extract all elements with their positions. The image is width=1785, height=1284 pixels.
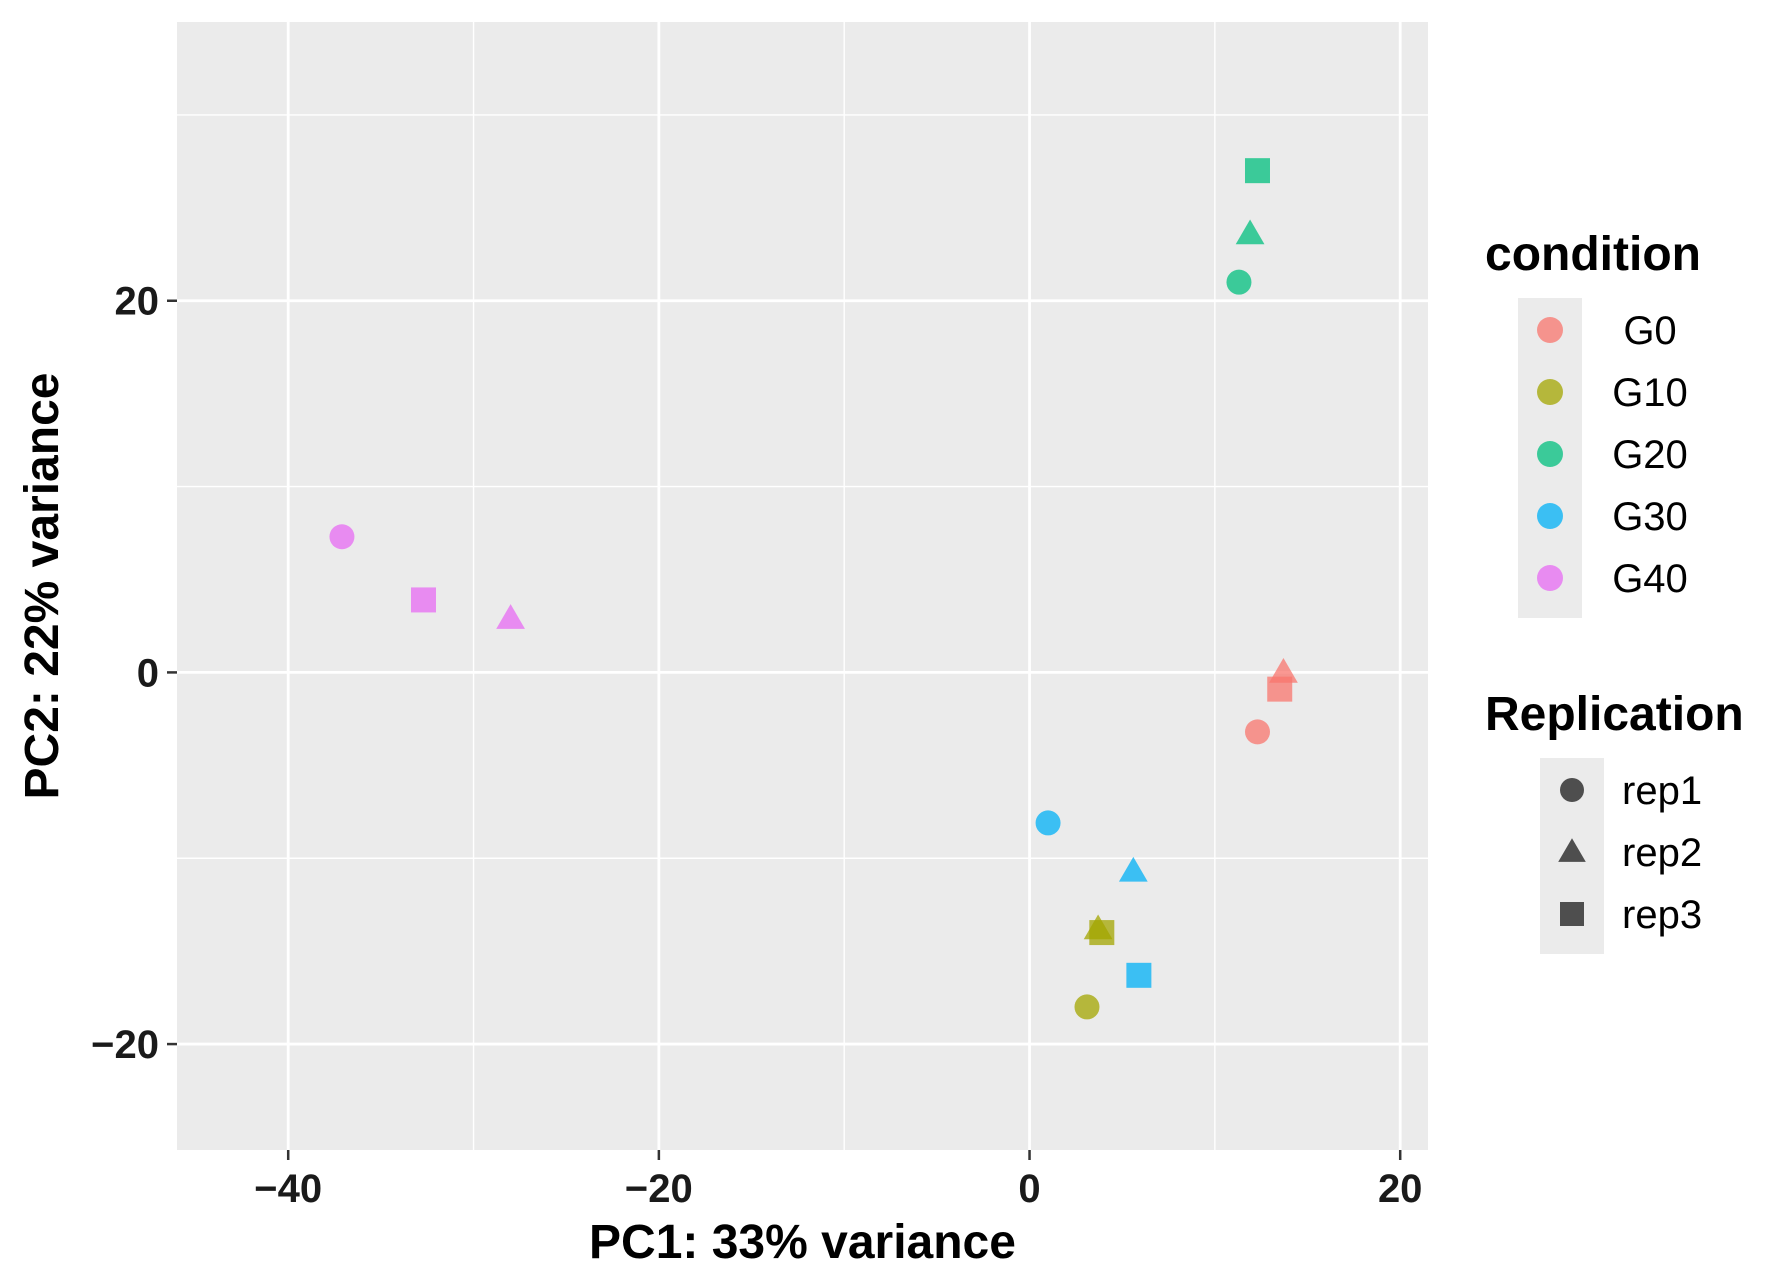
gridlines xyxy=(177,22,1428,1150)
legend-condition: condition G0 G10 G20 G30 G40 xyxy=(1485,228,1701,618)
point-g40-rep2 xyxy=(496,604,525,629)
point-g40-rep3 xyxy=(410,587,436,613)
legend-label-g40: G40 xyxy=(1612,557,1688,601)
legend-key-g40 xyxy=(1537,565,1563,591)
x-tick-label: −40 xyxy=(254,1167,322,1211)
axis-ticks: −40 −20 0 20 −20 0 20 xyxy=(91,280,1422,1211)
data-points xyxy=(329,158,1298,1020)
legend-label-g30: G30 xyxy=(1612,495,1688,539)
legend-label-g20: G20 xyxy=(1612,433,1688,477)
point-g40-rep1 xyxy=(329,524,355,550)
y-tick-label: −20 xyxy=(91,1023,159,1067)
x-tick-label: −20 xyxy=(625,1167,693,1211)
x-tick-label: 20 xyxy=(1378,1167,1423,1211)
plot-panel xyxy=(177,22,1428,1150)
legend-key-g0 xyxy=(1537,317,1563,343)
legend-key-g30 xyxy=(1537,503,1563,529)
legend-replication: Replication rep1 rep2 rep3 xyxy=(1485,688,1744,954)
point-g30-rep3 xyxy=(1126,962,1152,988)
x-tick-label: 0 xyxy=(1018,1167,1040,1211)
point-g20-rep3 xyxy=(1244,158,1270,184)
point-g30-rep1 xyxy=(1035,810,1061,836)
legend-key-rep3 xyxy=(1560,902,1584,926)
legend-replication-title: Replication xyxy=(1485,688,1744,741)
point-g0-rep2 xyxy=(1269,658,1298,683)
legend-key-g10 xyxy=(1537,379,1563,405)
point-g20-rep2 xyxy=(1235,219,1265,245)
point-g20-rep1 xyxy=(1226,269,1252,295)
legend-label-g10: G10 xyxy=(1612,371,1688,415)
point-g0-rep3 xyxy=(1267,676,1293,702)
y-axis-title: PC2: 22% variance xyxy=(16,373,69,800)
legend-label-rep2: rep2 xyxy=(1622,831,1702,875)
legend-key-g20 xyxy=(1537,441,1563,467)
point-g30-rep2 xyxy=(1118,856,1148,882)
legend-key-rep1 xyxy=(1560,778,1584,802)
point-g0-rep1 xyxy=(1244,719,1270,745)
legend-key-rep2 xyxy=(1558,838,1586,862)
legend-label-g0: G0 xyxy=(1623,309,1676,353)
legend-condition-title: condition xyxy=(1485,228,1701,281)
point-g10-rep1 xyxy=(1074,994,1100,1020)
y-tick-label: 0 xyxy=(137,651,159,695)
point-g10-rep3 xyxy=(1089,920,1115,946)
x-axis-title: PC1: 33% variance xyxy=(589,1216,1016,1269)
y-tick-label: 20 xyxy=(115,280,160,324)
legend-label-rep1: rep1 xyxy=(1622,769,1702,813)
legend-label-rep3: rep3 xyxy=(1622,893,1702,937)
